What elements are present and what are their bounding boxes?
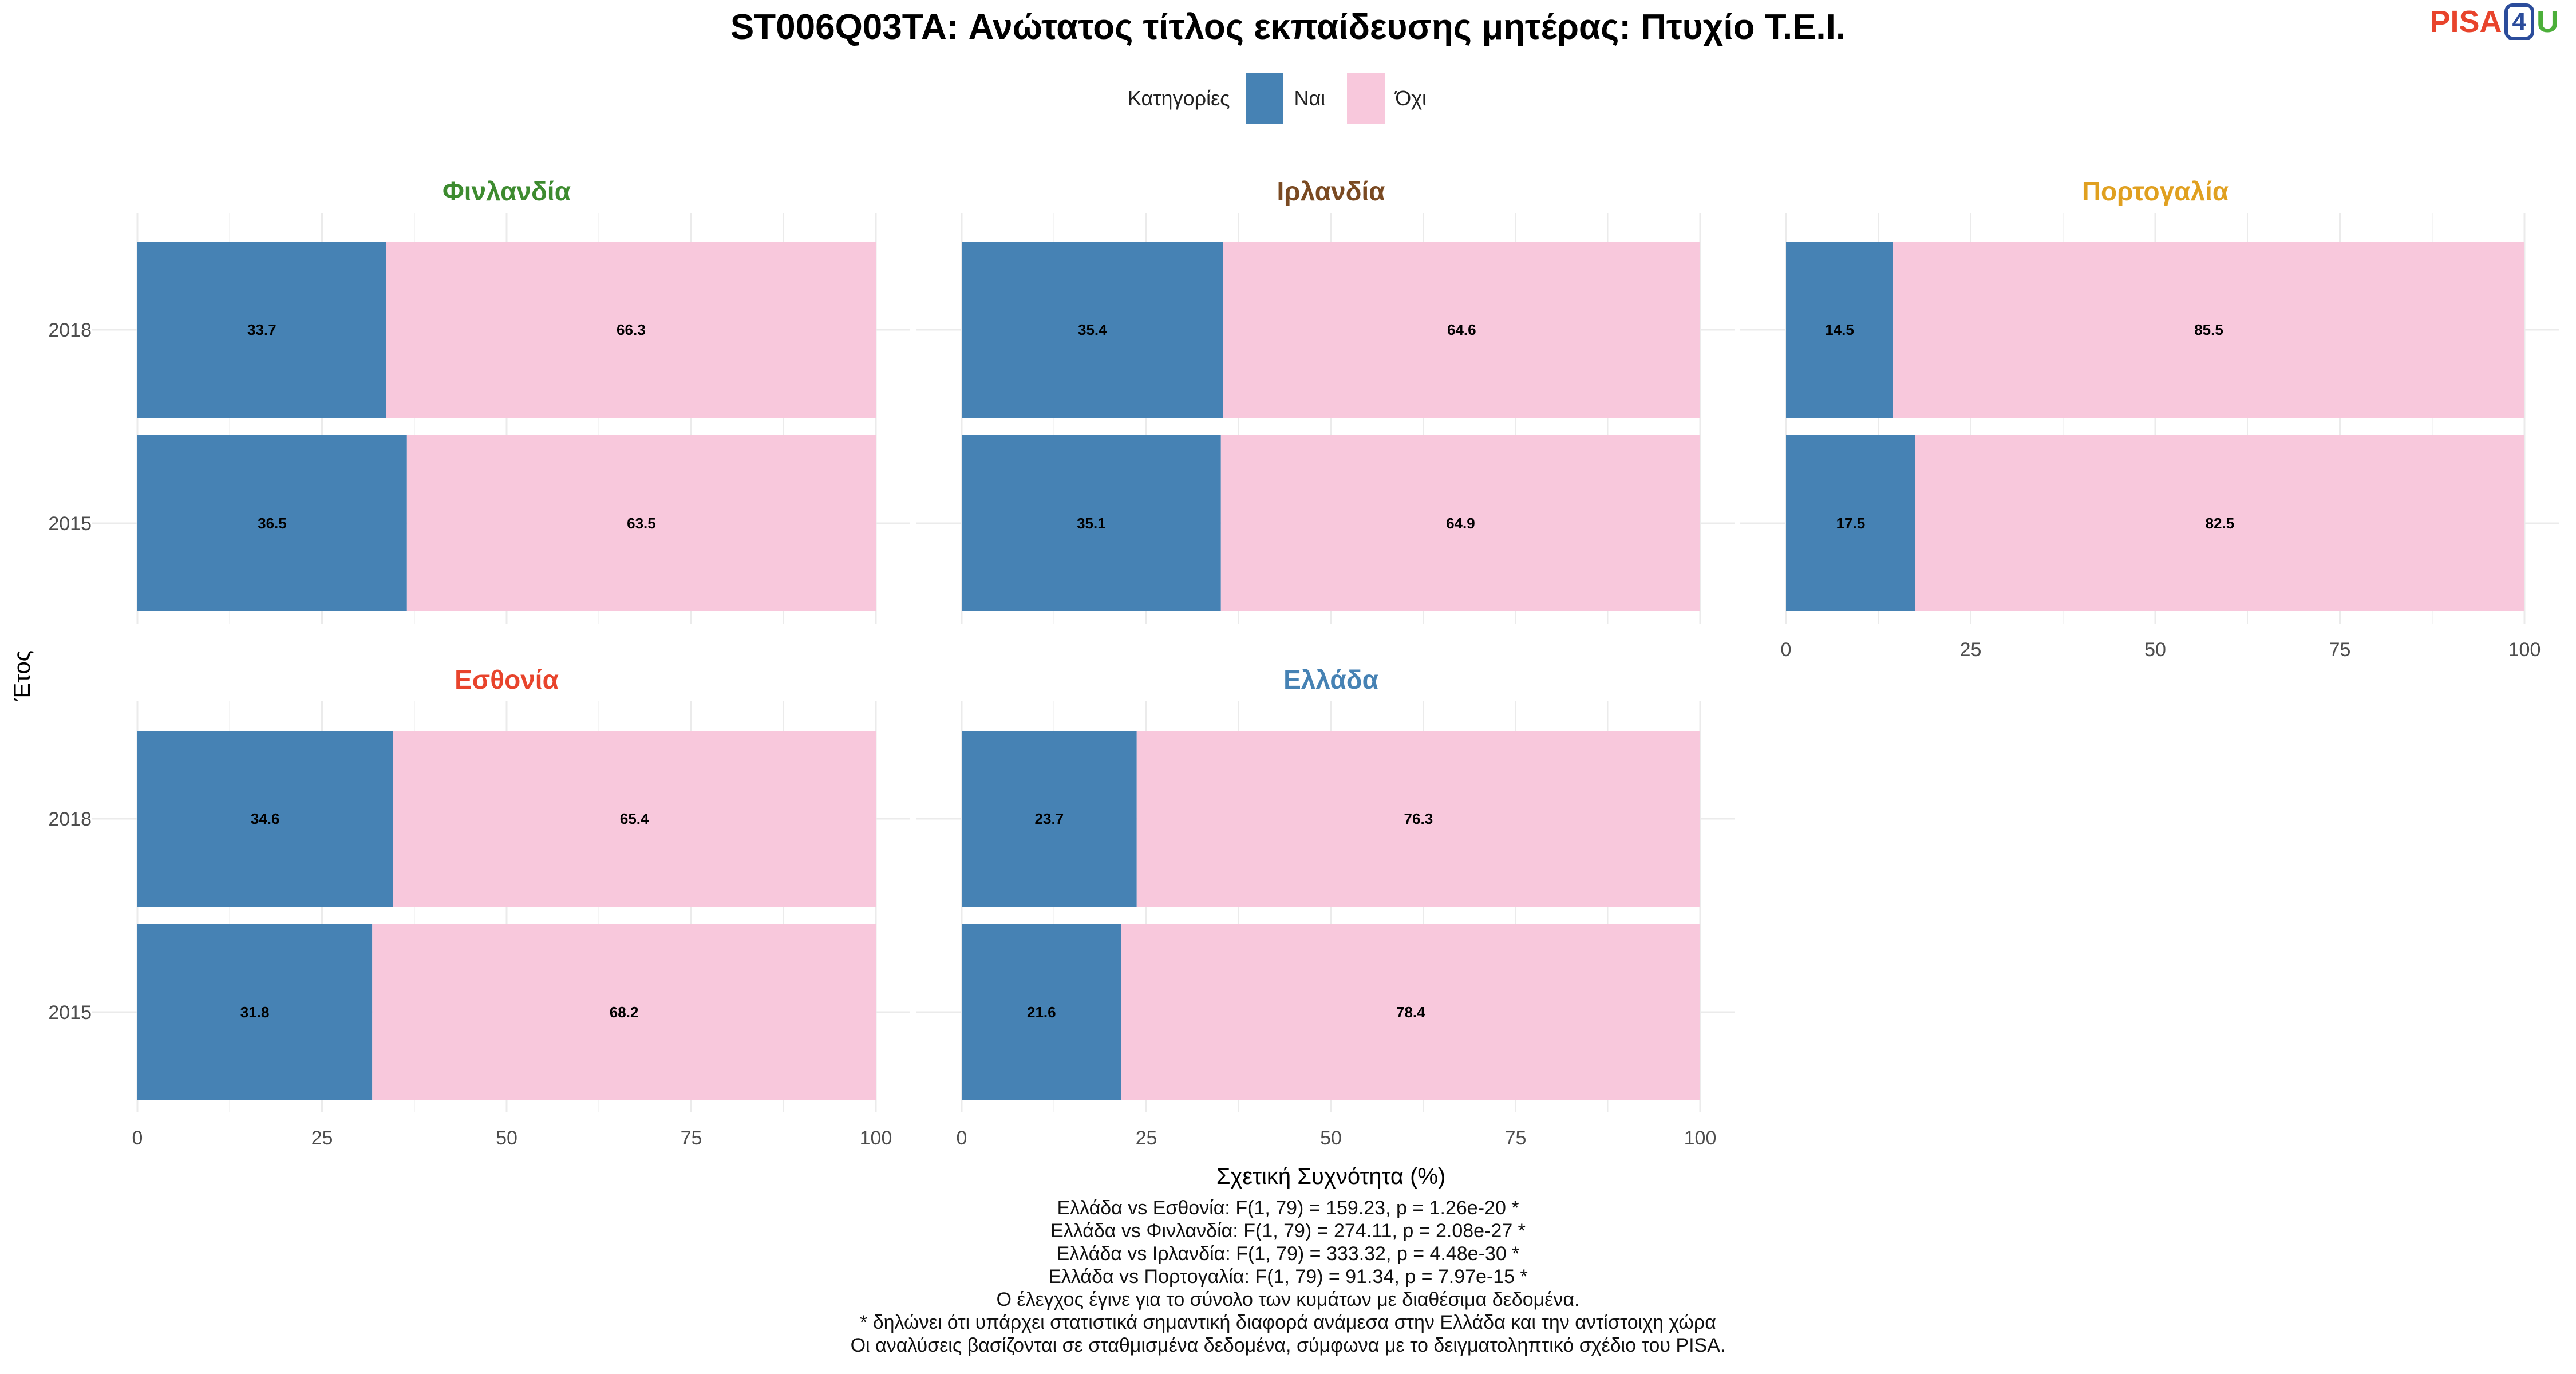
data-label-yes: 14.5 (1825, 321, 1854, 338)
panel-title: Πορτογαλία (2082, 176, 2229, 206)
data-label-no: 66.3 (617, 321, 646, 338)
data-label-yes: 31.8 (240, 1004, 270, 1021)
data-label-no: 85.5 (2194, 321, 2223, 338)
bar-segment-yes (137, 242, 386, 418)
bar-segment-yes (1786, 242, 1894, 418)
bar-segment-no (1223, 242, 1700, 418)
x-tick-label: 75 (1505, 1127, 1527, 1149)
bar-segment-no (1915, 435, 2524, 611)
x-tick-label: 0 (132, 1127, 143, 1149)
x-tick-label: 25 (1136, 1127, 1157, 1149)
bar-segment-no (386, 242, 876, 418)
data-label-no: 76.3 (1404, 810, 1433, 827)
data-label-yes: 33.7 (247, 321, 276, 338)
footnote-line: Ελλάδα vs Ιρλανδία: F(1, 79) = 333.32, p… (1056, 1243, 1520, 1265)
bar-segment-no (1136, 731, 1700, 907)
footnotes: Ελλάδα vs Εσθονία: F(1, 79) = 159.23, p … (0, 1197, 2576, 1357)
legend-key-yes (1246, 73, 1284, 124)
data-label-yes: 21.6 (1027, 1004, 1056, 1021)
y-tick-label: 2018 (48, 319, 92, 341)
legend: Κατηγορίες Ναι Όχι (0, 73, 2576, 124)
chart-title: ST006Q03TA: Ανώτατος τίτλος εκπαίδευσης … (730, 7, 1846, 47)
data-label-yes: 36.5 (258, 515, 287, 532)
x-tick-label: 75 (2329, 639, 2351, 661)
y-tick-label: 2015 (48, 1002, 92, 1024)
x-tick-label: 100 (2508, 639, 2541, 661)
bar-segment-yes (962, 924, 1121, 1100)
x-axis-title: Σχετική Συχνότητα (%) (1216, 1164, 1446, 1189)
bar-segment-yes (1786, 435, 1915, 611)
data-label-no: 64.6 (1447, 321, 1476, 338)
logo-text-u: U (2537, 5, 2559, 39)
bar-segment-no (406, 435, 876, 611)
data-label-no: 68.2 (610, 1004, 639, 1021)
panel-title: Ιρλανδία (1277, 176, 1385, 206)
footnote-line: Οι αναλύσεις βασίζονται σε σταθμισμένα δ… (850, 1334, 1726, 1356)
data-label-no: 64.9 (1446, 515, 1475, 532)
panel-title: Εσθονία (455, 665, 559, 694)
bar-segment-yes (962, 435, 1221, 611)
data-label-yes: 35.1 (1077, 515, 1106, 532)
bar-segment-no (1893, 242, 2524, 418)
pisa4u-logo: PISA 4 U (2429, 3, 2559, 40)
bar-segment-no (1121, 924, 1700, 1100)
x-tick-label: 100 (860, 1127, 892, 1149)
data-label-no: 63.5 (627, 515, 656, 532)
panel-title: Φινλανδία (442, 176, 571, 206)
y-tick-label: 2018 (48, 808, 92, 830)
bar-segment-no (393, 731, 876, 907)
bar-segment-no (372, 924, 876, 1100)
data-label-yes: 35.4 (1078, 321, 1107, 338)
x-tick-label: 25 (311, 1127, 333, 1149)
data-label-no: 78.4 (1396, 1004, 1425, 1021)
data-label-no: 82.5 (2206, 515, 2235, 532)
footnote-line: * δηλώνει ότι υπάρχει στατιστικά σημαντι… (860, 1312, 1716, 1333)
x-tick-label: 0 (1781, 639, 1792, 661)
x-tick-label: 0 (957, 1127, 967, 1149)
x-tick-label: 25 (1960, 639, 1982, 661)
footnote-line: Ελλάδα vs Πορτογαλία: F(1, 79) = 91.34, … (1048, 1266, 1528, 1288)
bar-segment-yes (962, 242, 1223, 418)
logo-text-four: 4 (2504, 3, 2534, 40)
data-label-yes: 34.6 (251, 810, 280, 827)
bar-segment-yes (137, 435, 407, 611)
y-tick-label: 2015 (48, 513, 92, 535)
footnote-line: Ελλάδα vs Φινλανδία: F(1, 79) = 274.11, … (1050, 1220, 1526, 1242)
data-label-yes: 23.7 (1035, 810, 1064, 827)
logo-text-pisa: PISA (2429, 5, 2502, 39)
legend-label-no: Όχι (1395, 86, 1427, 110)
bar-segment-yes (137, 731, 393, 907)
data-label-no: 65.4 (620, 810, 649, 827)
legend-key-no (1347, 73, 1385, 124)
footnote-line: Ελλάδα vs Εσθονία: F(1, 79) = 159.23, p … (1057, 1197, 1519, 1219)
footnote-line: Ο έλεγχος έγινε για το σύνολο των κυμάτω… (996, 1289, 1580, 1310)
data-label-yes: 17.5 (1836, 515, 1866, 532)
bar-segment-no (1220, 435, 1700, 611)
x-tick-label: 50 (2144, 639, 2166, 661)
legend-label-yes: Ναι (1294, 86, 1326, 110)
legend-title: Κατηγορίες (1127, 86, 1230, 110)
panel-title: Ελλάδα (1283, 665, 1378, 694)
x-tick-label: 50 (1320, 1127, 1342, 1149)
x-tick-label: 50 (496, 1127, 517, 1149)
bar-segment-yes (137, 924, 373, 1100)
x-tick-label: 100 (1684, 1127, 1717, 1149)
bar-segment-yes (962, 731, 1137, 907)
x-tick-label: 75 (681, 1127, 702, 1149)
y-axis-title: Έτος (10, 650, 35, 701)
